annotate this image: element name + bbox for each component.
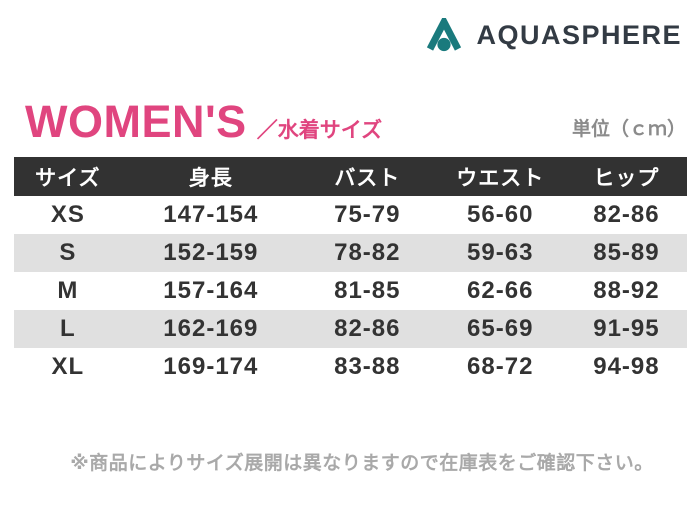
table-header-row: サイズ 身長 バスト ウエスト ヒップ bbox=[14, 157, 687, 196]
cell-bust: 78-82 bbox=[334, 239, 401, 266]
cell-hip: 82-86 bbox=[593, 201, 660, 228]
size-table-header: サイズ 身長 バスト ウエスト ヒップ bbox=[14, 157, 687, 196]
cell-bust: 82-86 bbox=[334, 315, 401, 342]
cell-size: M bbox=[57, 277, 79, 304]
table-row-xl: XL 169-174 83-88 68-72 94-98 bbox=[14, 348, 687, 386]
table-row-m: M 157-164 81-85 62-66 88-92 bbox=[14, 272, 687, 310]
cell-waist: 65-69 bbox=[467, 315, 534, 342]
cell-bust: 75-79 bbox=[334, 201, 401, 228]
cell-waist: 62-66 bbox=[467, 277, 534, 304]
col-header-bust: バスト bbox=[300, 157, 435, 196]
cell-waist: 56-60 bbox=[467, 201, 534, 228]
page-subtitle: ／水着サイズ bbox=[256, 119, 383, 142]
cell-height: 152-159 bbox=[163, 239, 259, 266]
size-table: サイズ 身長 バスト ウエスト ヒップ XS 147-154 75-79 56-… bbox=[14, 157, 687, 386]
col-header-hip: ヒップ bbox=[565, 157, 687, 196]
cell-waist: 68-72 bbox=[467, 353, 534, 380]
table-row-l: L 162-169 82-86 65-69 91-95 bbox=[14, 310, 687, 348]
cell-size: XL bbox=[51, 353, 85, 380]
cell-waist: 59-63 bbox=[467, 239, 534, 266]
table-row-s: S 152-159 78-82 59-63 85-89 bbox=[14, 234, 687, 272]
cell-height: 162-169 bbox=[163, 315, 259, 342]
cell-hip: 94-98 bbox=[593, 353, 660, 380]
cell-size: S bbox=[59, 239, 77, 266]
table-row-xs: XS 147-154 75-79 56-60 82-86 bbox=[14, 196, 687, 234]
col-header-size: サイズ bbox=[14, 157, 122, 196]
cell-size: XS bbox=[50, 201, 85, 228]
stock-footnote: ※商品によりサイズ展開は異なりますので在庫表をご確認下さい。 bbox=[70, 453, 654, 474]
page-title-row: WOMEN'S ／水着サイズ bbox=[25, 96, 382, 148]
cell-size: L bbox=[60, 315, 76, 342]
cell-hip: 88-92 bbox=[593, 277, 660, 304]
cell-bust: 83-88 bbox=[334, 353, 401, 380]
cell-hip: 85-89 bbox=[593, 239, 660, 266]
cell-hip: 91-95 bbox=[593, 315, 660, 342]
cell-height: 157-164 bbox=[163, 277, 259, 304]
page-title: WOMEN'S bbox=[25, 96, 247, 147]
brand-logo: AQUASPHERE bbox=[426, 18, 682, 52]
brand-logo-text: AQUASPHERE bbox=[476, 19, 682, 50]
col-header-waist: ウエスト bbox=[434, 157, 566, 196]
col-header-height: 身長 bbox=[121, 157, 301, 196]
cell-height: 169-174 bbox=[163, 353, 259, 380]
cell-height: 147-154 bbox=[163, 201, 259, 228]
cell-bust: 81-85 bbox=[334, 277, 401, 304]
size-table-body: XS 147-154 75-79 56-60 82-86 S 152-159 7… bbox=[14, 196, 687, 386]
unit-label: 単位（ｃｍ） bbox=[571, 119, 686, 140]
aquasphere-logo-icon bbox=[427, 18, 462, 52]
